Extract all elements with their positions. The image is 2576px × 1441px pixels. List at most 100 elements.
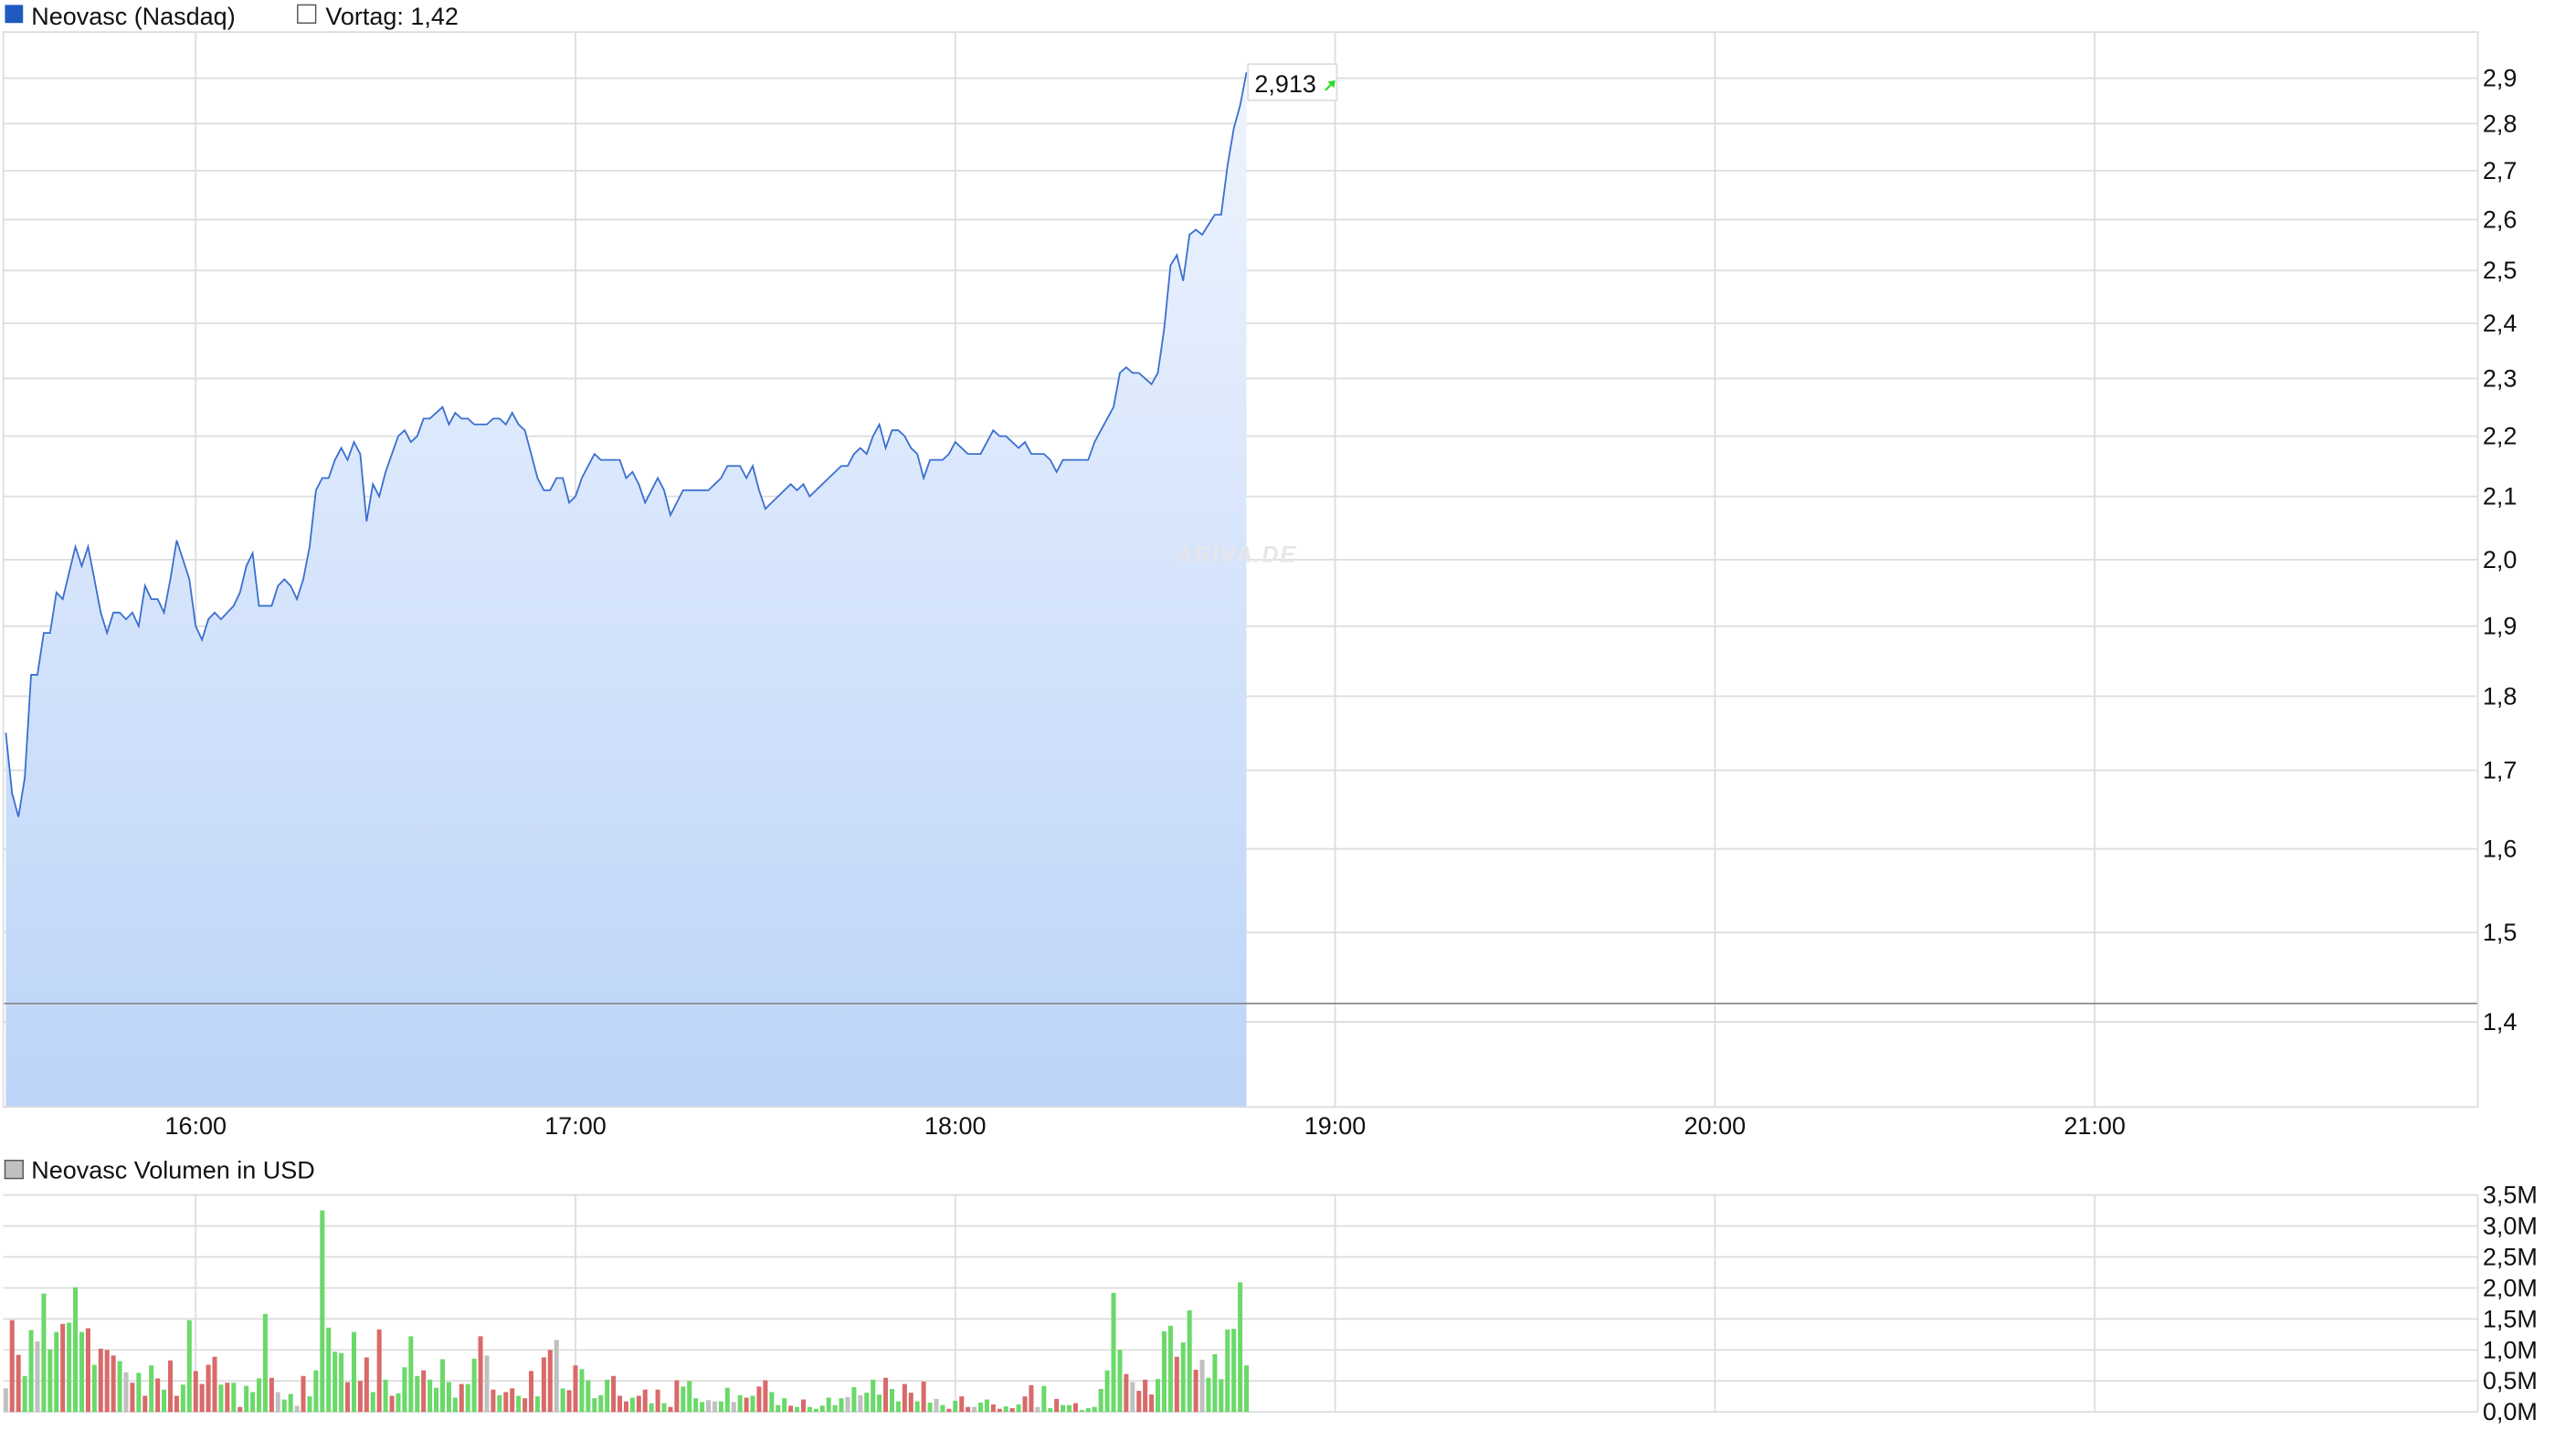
volume-bar <box>1009 1408 1015 1413</box>
y-tick-label: 1,6 <box>2483 836 2518 863</box>
volume-bar <box>1231 1329 1237 1413</box>
legend: Neovasc (Nasdaq) Vortag: 1,42 <box>5 3 459 30</box>
volume-bar <box>98 1348 103 1413</box>
series-color-square[interactable] <box>5 5 24 24</box>
volume-bar <box>807 1406 812 1413</box>
volume-bar <box>534 1396 540 1413</box>
volume-bar <box>839 1398 844 1413</box>
volume-bar <box>674 1380 680 1413</box>
volume-bar <box>782 1398 787 1413</box>
volume-bar <box>3 1388 8 1413</box>
volume-bar <box>503 1392 509 1413</box>
volume-bar <box>9 1320 15 1413</box>
volume-bar <box>351 1331 356 1413</box>
volume-y-tick-label: 3,5M <box>2483 1182 2538 1209</box>
volume-bar <box>281 1399 287 1413</box>
volume-bar <box>478 1336 483 1413</box>
volume-bar <box>1003 1406 1008 1413</box>
volume-bar <box>763 1380 768 1413</box>
volume-bar <box>396 1393 401 1413</box>
y-tick-label: 2,5 <box>2483 257 2518 284</box>
last-value-text: 2,913 <box>1254 70 1316 98</box>
volume-bar <box>294 1405 300 1413</box>
volume-bar <box>54 1331 59 1413</box>
volume-bar <box>383 1379 388 1413</box>
volume-bar <box>1054 1398 1060 1413</box>
volume-y-tick-label: 2,5M <box>2483 1243 2538 1270</box>
volume-bar <box>452 1397 458 1413</box>
volume-bar <box>333 1352 338 1413</box>
volume-bar <box>984 1399 989 1413</box>
volume-bar <box>750 1395 755 1413</box>
price-panel-border <box>2 31 2479 1109</box>
volume-bar <box>269 1377 274 1413</box>
volume-bar <box>605 1379 610 1413</box>
volume-bar <box>1167 1325 1173 1413</box>
volume-bar <box>1124 1373 1129 1413</box>
volume-bar <box>218 1384 224 1413</box>
volume-bar <box>845 1396 850 1413</box>
volume-bar <box>642 1389 648 1413</box>
volume-bar <box>636 1395 641 1413</box>
y-tick-label: 2,4 <box>2483 310 2518 337</box>
x-tick-label: 18:00 <box>924 1112 987 1140</box>
volume-bar <box>554 1340 559 1413</box>
volume-bar <box>408 1336 414 1413</box>
volume-legend: Neovasc Volumen in USD <box>4 1157 315 1184</box>
volume-bar <box>143 1395 148 1413</box>
volume-bar <box>231 1383 237 1413</box>
volume-bar <box>940 1404 945 1413</box>
volume-y-axis: 3,5M 3,0M 2,5M 2,0M 1,5M 1,0M 0,5M 0,0M <box>2483 1182 2538 1426</box>
x-tick-label: 17:00 <box>544 1112 607 1140</box>
volume-bar <box>889 1389 895 1413</box>
volume-bar <box>776 1404 781 1413</box>
volume-bar <box>1066 1404 1072 1413</box>
volume-bar <box>174 1395 179 1413</box>
y-tick-label: 1,9 <box>2483 613 2518 640</box>
volume-bar <box>244 1385 249 1413</box>
volume-bar <box>206 1364 211 1413</box>
volume-bar <box>1136 1391 1142 1413</box>
time-x-axis: 16:00 17:00 18:00 19:00 20:00 21:00 <box>164 1112 2125 1140</box>
volume-bar <box>946 1408 952 1413</box>
volume-y-tick-label: 1,5M <box>2483 1305 2538 1332</box>
legend-series-label[interactable]: Neovasc (Nasdaq) <box>31 3 235 30</box>
volume-bar <box>238 1406 243 1413</box>
volume-bar <box>813 1408 818 1413</box>
volume-bar <box>1149 1394 1155 1413</box>
volume-bar <box>1193 1369 1198 1413</box>
volume-bar <box>434 1387 439 1413</box>
volume-bar <box>959 1396 965 1413</box>
volume-bar <box>1085 1408 1091 1413</box>
y-tick-label: 2,1 <box>2483 483 2518 510</box>
volume-bar <box>649 1403 654 1413</box>
x-tick-label: 19:00 <box>1304 1112 1367 1140</box>
volume-bar <box>313 1370 319 1413</box>
volume-bar <box>1072 1403 1078 1413</box>
volume-bar <box>1212 1354 1218 1413</box>
price-panel: ARIVA.DE 2,9 2,8 2,7 2,6 2,5 2,4 2,3 2,2 2,1 2,0 1… <box>2 31 2518 1140</box>
volume-bar <box>724 1387 730 1413</box>
previous-close-checkbox[interactable] <box>297 4 317 24</box>
volume-bar <box>1187 1310 1192 1413</box>
volume-bar <box>693 1398 699 1413</box>
volume-bar <box>573 1365 578 1413</box>
volume-bar <box>16 1354 21 1413</box>
volume-bar <box>79 1331 85 1413</box>
volume-color-square[interactable] <box>4 1160 24 1180</box>
legend-previous-close-label[interactable]: Vortag: 1,42 <box>325 3 459 30</box>
volume-legend-label[interactable]: Neovasc Volumen in USD <box>31 1157 314 1184</box>
volume-bar <box>459 1383 464 1413</box>
volume-bar <box>104 1350 110 1413</box>
volume-bar <box>858 1394 863 1413</box>
volume-bars <box>3 1210 1250 1413</box>
volume-bar <box>1180 1342 1186 1413</box>
volume-y-tick-label: 0,0M <box>2483 1398 2538 1425</box>
volume-bar <box>376 1329 382 1413</box>
volume-bar <box>1098 1389 1103 1413</box>
volume-bar <box>877 1394 882 1413</box>
volume-bar <box>1079 1410 1084 1413</box>
volume-bar <box>85 1328 90 1413</box>
volume-bar <box>1156 1379 1161 1413</box>
volume-bar <box>162 1389 167 1413</box>
